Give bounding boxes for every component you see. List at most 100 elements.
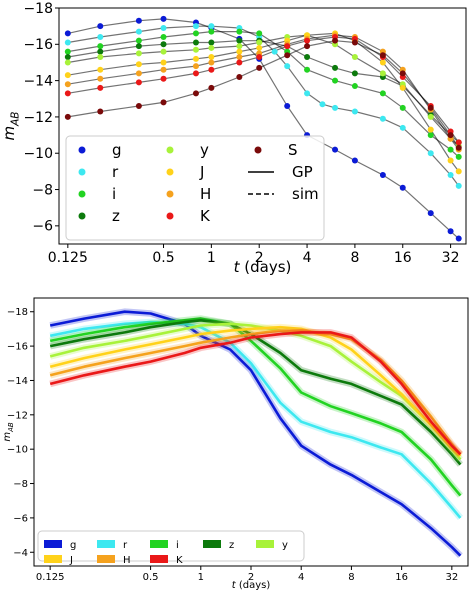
data-point-y xyxy=(351,54,358,61)
data-point-i xyxy=(256,30,263,37)
data-point-i xyxy=(351,83,358,90)
data-point-S xyxy=(427,104,434,111)
data-point-J xyxy=(208,54,215,61)
series-line-J xyxy=(49,325,462,458)
y-tick-label: −12 xyxy=(23,110,53,126)
data-point-y xyxy=(379,70,386,77)
data-point-y xyxy=(208,44,215,51)
bottom-x-axis-label: t (days) xyxy=(232,580,271,591)
series-line-K xyxy=(49,331,462,456)
data-point-y xyxy=(97,54,104,61)
data-point-S xyxy=(284,52,291,59)
data-point-z xyxy=(135,43,142,50)
legend-label-g: g xyxy=(112,141,122,159)
data-point-r xyxy=(455,182,462,189)
x-tick-label: 4 xyxy=(303,250,312,266)
legend-box xyxy=(65,135,325,241)
data-point-H xyxy=(236,54,243,61)
data-point-J xyxy=(97,66,104,73)
x-tick-label: 0.125 xyxy=(48,250,88,266)
data-point-r xyxy=(399,124,406,131)
data-point-K xyxy=(192,70,199,77)
y-tick-label: −14 xyxy=(23,74,53,90)
data-point-r xyxy=(64,39,71,46)
data-point-S xyxy=(332,37,339,44)
top-x-ticks: 0.125 0.5 1 2 4 8 16 32 xyxy=(48,244,460,266)
data-point-J xyxy=(135,61,142,68)
legend-marker-H xyxy=(166,190,174,198)
data-point-S xyxy=(192,90,199,97)
legend-marker-z xyxy=(203,540,221,548)
data-point-y xyxy=(160,48,167,55)
data-point-r xyxy=(97,34,104,41)
legend-label-g: g xyxy=(70,540,76,551)
data-point-J xyxy=(399,84,406,91)
legend-marker-z xyxy=(78,212,86,220)
y-tick-label: −8 xyxy=(32,182,53,198)
data-point-r xyxy=(271,48,278,55)
legend-label-GP: GP xyxy=(292,163,313,181)
bottom-series-lines xyxy=(49,308,463,559)
x-tick-label: 0.5 xyxy=(143,572,159,583)
data-point-K xyxy=(208,66,215,73)
data-point-i xyxy=(304,66,311,73)
data-point-S xyxy=(135,103,142,110)
data-point-i xyxy=(332,77,339,84)
data-point-K xyxy=(304,37,311,44)
legend-marker-g xyxy=(78,146,86,154)
data-point-r xyxy=(304,90,311,97)
data-point-i xyxy=(399,104,406,111)
data-point-H xyxy=(135,70,142,77)
top-y-ticks: −18 −16 −14 −12 −10 −8 −6 xyxy=(23,1,59,235)
data-point-z xyxy=(332,64,339,71)
bottom-x-ticks: 0.125 0.5 1 2 4 8 16 32 xyxy=(36,566,458,583)
series-line-g xyxy=(49,310,462,557)
data-point-g xyxy=(351,157,358,164)
legend-marker-H xyxy=(97,555,115,563)
data-point-g xyxy=(64,30,71,37)
data-point-r xyxy=(427,150,434,157)
y-tick-label: −10 xyxy=(7,445,28,456)
data-point-r xyxy=(319,101,326,108)
data-point-g xyxy=(135,17,142,24)
x-tick-label: 2 xyxy=(248,572,254,583)
data-point-i xyxy=(160,34,167,41)
legend-marker-y xyxy=(166,146,174,154)
legend-box xyxy=(37,530,305,562)
y-tick-label: −16 xyxy=(23,37,53,53)
data-point-K xyxy=(64,90,71,97)
data-point-K xyxy=(284,43,291,50)
legend-marker-y xyxy=(256,540,274,548)
data-point-H xyxy=(192,63,199,70)
data-point-K xyxy=(236,59,243,66)
y-tick-label: −8 xyxy=(13,479,28,490)
data-point-K xyxy=(135,79,142,86)
data-point-K xyxy=(256,54,263,61)
legend-label-K: K xyxy=(176,555,183,566)
data-point-g xyxy=(399,184,406,191)
y-tick-label: −6 xyxy=(32,219,53,235)
x-tick-label: 1 xyxy=(207,250,216,266)
x-tick-label: 16 xyxy=(395,572,408,583)
series-line-i xyxy=(49,317,462,497)
y-tick-label: −4 xyxy=(13,548,28,559)
data-point-S xyxy=(256,64,263,71)
data-point-z xyxy=(351,70,358,77)
data-point-J xyxy=(379,59,386,66)
top-panel: 0.125 0.5 1 2 4 8 16 32 −18 −16 −14 −12 −10 −8 −6 t (… xyxy=(0,1,467,276)
legend-label-i: i xyxy=(176,540,179,551)
data-point-g xyxy=(447,228,454,235)
x-tick-label: 32 xyxy=(442,250,460,266)
data-point-i xyxy=(135,37,142,44)
data-point-z xyxy=(97,48,104,55)
data-point-z xyxy=(304,54,311,61)
data-point-K xyxy=(455,139,462,146)
data-point-S xyxy=(236,73,243,80)
data-point-y xyxy=(236,43,243,50)
data-point-J xyxy=(427,126,434,133)
legend-label-K: K xyxy=(200,207,211,225)
data-point-S xyxy=(379,52,386,59)
data-point-S xyxy=(455,144,462,151)
data-point-r xyxy=(160,24,167,31)
